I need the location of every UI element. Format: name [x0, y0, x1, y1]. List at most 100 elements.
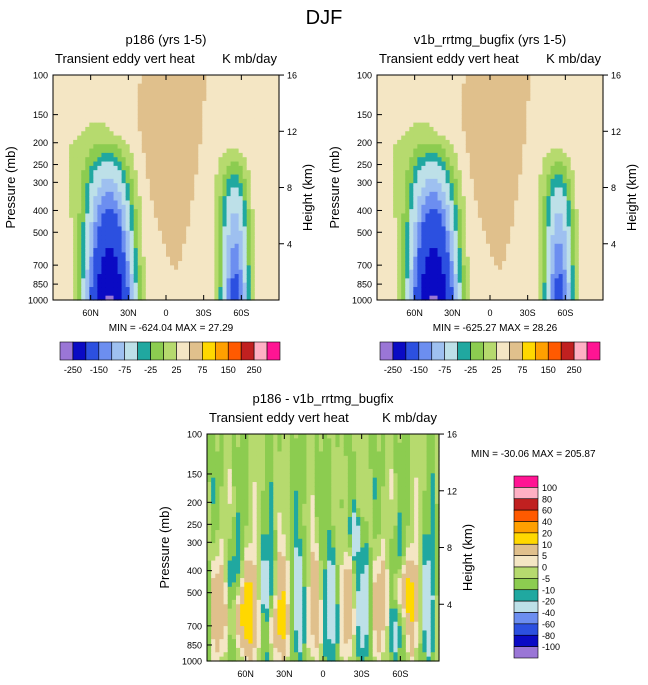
contour-cell: [226, 105, 232, 111]
contour-cell: [61, 118, 66, 124]
contour-cell: [210, 79, 216, 85]
contour-cell: [65, 213, 70, 219]
contour-cell: [469, 213, 475, 219]
contour-cell: [417, 274, 422, 279]
contour-cell: [389, 109, 394, 115]
contour-cell: [81, 131, 86, 137]
contour-cell: [246, 152, 252, 158]
contour-cell: [109, 282, 115, 288]
contour-cell: [449, 200, 455, 206]
contour-cell: [445, 196, 451, 202]
contour-cell: [485, 170, 491, 176]
contour-cell: [81, 261, 86, 266]
contour-cell: [166, 87, 171, 93]
contour-cell: [270, 252, 276, 258]
contour-cell: [465, 79, 471, 85]
contour-cell: [469, 122, 475, 128]
contour-cell: [61, 131, 66, 137]
contour-cell: [149, 92, 155, 98]
contour-cell: [174, 265, 179, 271]
contour-cell: [445, 113, 451, 119]
contour-cell: [477, 109, 483, 115]
contour-cell: [161, 265, 167, 271]
contour-cell: [157, 135, 163, 141]
contour-cell: [226, 135, 232, 141]
contour-cell: [262, 131, 268, 137]
contour-cell: [174, 243, 179, 249]
contour-cell: [77, 87, 82, 93]
contour-cell: [57, 165, 62, 171]
contour-cell: [429, 92, 435, 98]
contour-cell: [433, 191, 439, 197]
contour-cell: [274, 183, 280, 189]
contour-cell: [145, 183, 151, 189]
contour-cell: [405, 135, 410, 141]
contour-cell: [133, 226, 139, 232]
contour-cell: [425, 295, 431, 301]
contour-cell: [186, 75, 191, 80]
contour-cell: [178, 92, 183, 98]
colorbar-box: [214, 341, 229, 361]
contour-cell: [230, 75, 236, 80]
contour-cell: [222, 126, 228, 132]
contour-cell: [262, 235, 268, 241]
contour-cell: [117, 187, 123, 193]
contour-cell: [53, 118, 58, 124]
contour-cell: [170, 252, 175, 258]
contour-cell: [166, 183, 171, 189]
contour-cell: [166, 204, 171, 210]
contour-cell: [389, 113, 394, 119]
contour-cell: [218, 282, 224, 288]
contour-cell: [437, 131, 443, 137]
contour-cell: [421, 148, 427, 154]
contour-cell: [137, 122, 143, 128]
contour-cell: [425, 269, 431, 275]
contour-cell: [226, 204, 232, 210]
contour-cell: [198, 83, 203, 89]
contour-cell: [202, 183, 207, 189]
contour-cell: [485, 196, 491, 202]
contour-cell: [494, 113, 499, 119]
contour-cell: [97, 113, 103, 119]
contour-cell: [473, 144, 479, 150]
contour-cell: [494, 165, 499, 171]
contour-cell: [166, 148, 171, 154]
contour-cell: [81, 96, 86, 102]
contour-cell: [178, 139, 183, 145]
contour-cell: [522, 87, 527, 93]
contour-cell: [218, 200, 224, 206]
contour-cell: [149, 131, 155, 137]
contour-cell: [214, 187, 220, 193]
contour-cell: [218, 100, 224, 106]
contour-cell: [117, 287, 123, 292]
contour-cell: [170, 243, 175, 249]
contour-cell: [222, 87, 228, 93]
contour-cell: [226, 75, 232, 80]
contour-cell: [485, 217, 491, 223]
contour-cell: [210, 174, 216, 180]
contour-cell: [149, 79, 155, 85]
contour-cell: [133, 213, 139, 219]
contour-cell: [445, 230, 451, 236]
contour-cell: [514, 144, 519, 150]
contour-cell: [506, 235, 511, 241]
contour-cell: [250, 235, 256, 241]
contour-cell: [93, 213, 98, 219]
contour-cell: [121, 191, 127, 197]
contour-cell: [157, 230, 163, 236]
contour-cell: [101, 148, 107, 154]
contour-cell: [234, 131, 240, 137]
contour-cell: [465, 131, 471, 137]
contour-cell: [61, 183, 66, 189]
contour-cell: [498, 113, 503, 119]
contour-cell: [141, 278, 147, 284]
contour-cell: [381, 235, 386, 241]
contour-cell: [101, 213, 107, 219]
contour-cell: [494, 191, 499, 197]
contour-cell: [485, 105, 491, 111]
contour-cell: [238, 291, 244, 297]
contour-cell: [526, 148, 531, 154]
contour-cell: [250, 248, 256, 254]
contour-cell: [389, 209, 394, 215]
contour-cell: [441, 187, 447, 193]
